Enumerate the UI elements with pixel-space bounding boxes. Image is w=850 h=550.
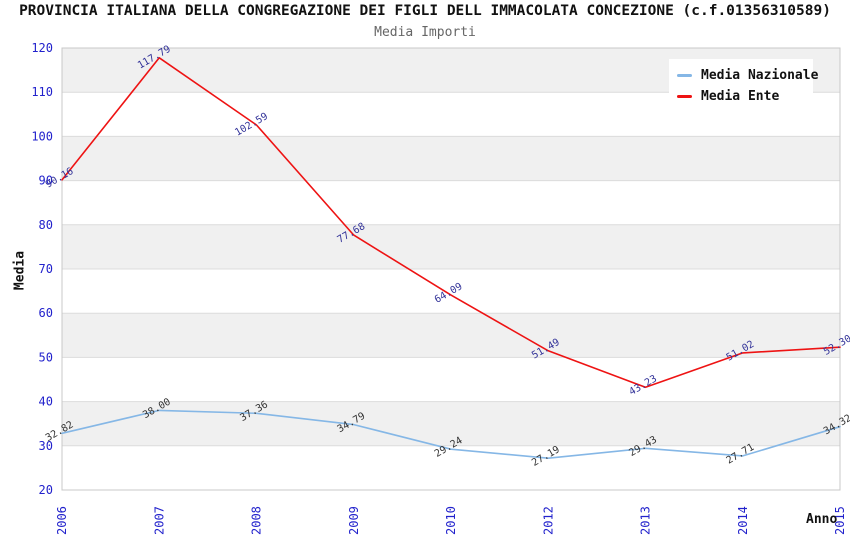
series-line-media-nazionale: [61, 409, 841, 460]
plot-border: [61, 47, 841, 491]
x-tick-label: 2013: [639, 506, 653, 535]
y-tick-label: 40: [39, 395, 53, 409]
x-tick-label: 2006: [55, 506, 69, 535]
plot-band: [62, 136, 840, 181]
x-tick-label: 2009: [347, 506, 361, 535]
y-tick-label: 120: [31, 41, 53, 55]
plot-band: [62, 269, 840, 314]
legend-item-media-ente[interactable]: Media Ente: [677, 86, 805, 107]
y-tick-label: 70: [39, 262, 53, 276]
plot-band: [62, 357, 840, 402]
plot-band: [62, 313, 840, 358]
chart-legend: Media Nazionale Media Ente: [669, 59, 818, 112]
y-tick-label: 80: [39, 218, 53, 232]
x-tick-label: 2012: [541, 506, 555, 535]
y-tick-label: 50: [39, 350, 53, 364]
y-tick-label: 30: [39, 439, 53, 453]
legend-line-swatch: [677, 74, 692, 77]
y-tick-label: 60: [39, 306, 53, 320]
plot-band: [62, 401, 840, 446]
y-tick-label: 20: [39, 483, 53, 497]
y-tick-label: 100: [31, 129, 53, 143]
y-axis-title: Media: [12, 250, 28, 291]
plot-band: [62, 224, 840, 269]
chart-subtitle: Media Importi: [374, 25, 476, 40]
legend-label: Media Nazionale: [701, 68, 819, 83]
plot-band: [62, 180, 840, 225]
x-tick-label: 2015: [833, 506, 847, 535]
y-tick-label: 90: [39, 174, 53, 188]
legend-item-media-nazionale[interactable]: Media Nazionale: [677, 65, 818, 86]
x-tick-label: 2014: [736, 506, 750, 535]
legend-line-swatch: [677, 95, 692, 98]
chart-title: PROVINCIA ITALIANA DELLA CONGREGAZIONE D…: [19, 3, 831, 19]
x-tick-label: 2010: [444, 506, 458, 535]
x-tick-label: 2007: [152, 506, 166, 535]
legend-label: Media Ente: [701, 89, 780, 104]
x-axis-title: Anno: [806, 512, 838, 527]
x-tick-label: 2008: [250, 506, 264, 535]
series-line-media-ente: [61, 56, 841, 389]
y-tick-label: 110: [31, 85, 53, 99]
